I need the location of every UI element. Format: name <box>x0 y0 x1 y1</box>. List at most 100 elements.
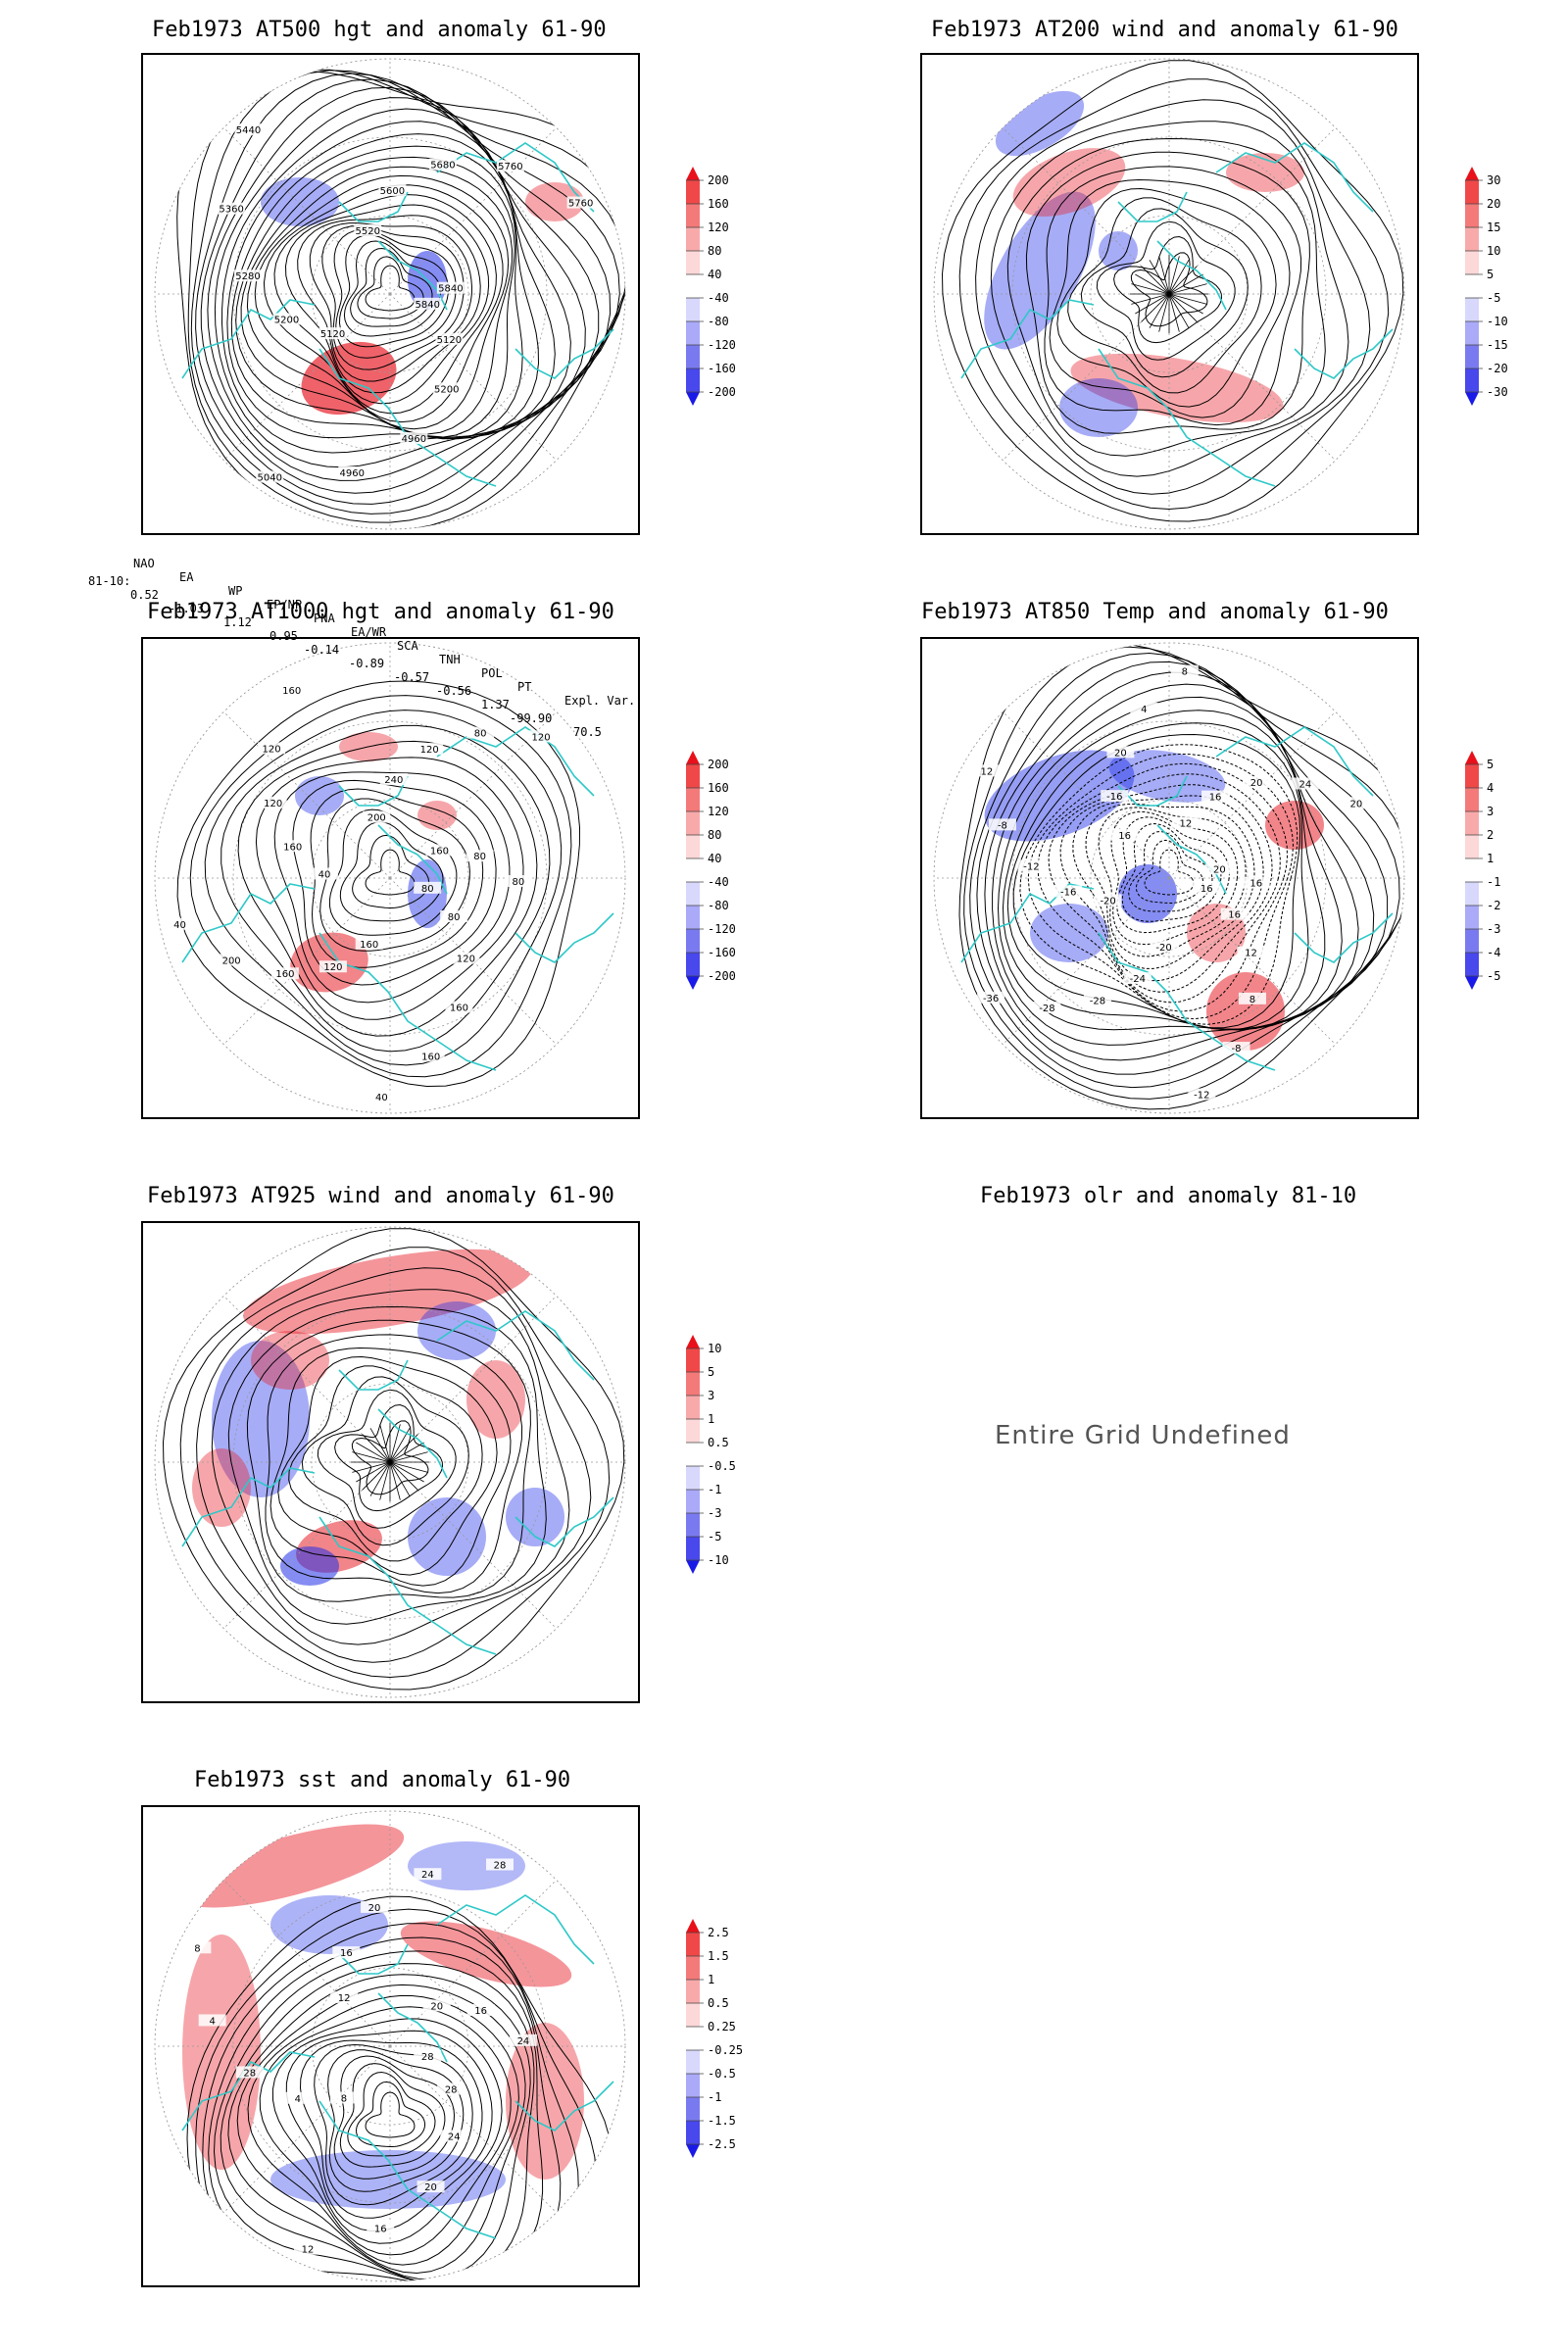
contour-label: -8 <box>1232 1044 1242 1054</box>
colorbar-sst-arrow-bottom <box>686 2144 700 2158</box>
contour-label-bg <box>332 1946 361 1959</box>
colorbar-500-segment <box>686 227 700 251</box>
contour-label-bg <box>1242 876 1270 889</box>
streamline-spoke <box>352 1451 391 1463</box>
contour-label-bg <box>183 1941 212 1954</box>
contour-line <box>190 70 625 514</box>
contour-line <box>1037 762 1289 1012</box>
colorbar-200-tick-label: 5 <box>1487 268 1494 281</box>
colorbar-200-segment <box>1465 204 1479 227</box>
colorbar-925-tick-label: 10 <box>708 1342 721 1355</box>
streamline-spoke <box>389 1442 424 1463</box>
streamline-spoke <box>389 1434 418 1463</box>
anomaly-blob <box>408 1497 486 1576</box>
colorbar-1000-tick-label: -80 <box>708 899 729 912</box>
contour-line <box>254 174 510 430</box>
streamline-spoke <box>1168 293 1207 305</box>
contour-label: 20 <box>1114 748 1127 759</box>
panel-title-500: Feb1973 AT500 hgt and anomaly 61-90 <box>152 18 607 42</box>
colorbar-500-segment <box>686 251 700 274</box>
contour-line <box>365 2091 416 2138</box>
colorbar-925-segment <box>686 1513 700 1537</box>
coastline <box>338 1359 409 1391</box>
colorbar-sst-segment <box>686 2074 700 2097</box>
colorbar-sst-tick-label: -1 <box>708 2090 721 2104</box>
contour-label: 20 <box>1350 799 1363 809</box>
contour-line <box>1006 722 1309 1031</box>
contour-line <box>255 757 524 1020</box>
anomaly-blob <box>243 1249 533 1335</box>
contour-label-bg <box>318 327 347 340</box>
contour-label: 8 <box>341 2093 347 2104</box>
contour-label-bg <box>283 2091 312 2104</box>
streamline <box>196 1267 592 1663</box>
streamline <box>334 1403 444 1512</box>
contour-line <box>350 247 433 327</box>
contour-label-bg <box>1171 816 1200 829</box>
contour-label-bg <box>330 1991 359 2004</box>
streamline <box>975 99 1371 495</box>
colorbar-1000-segment <box>686 906 700 929</box>
olr-undefined-message: Entire Grid Undefined <box>995 1421 1291 1450</box>
contour-line <box>963 646 1404 1100</box>
colorbar-200-segment <box>1465 274 1479 298</box>
panel-title-sst: Feb1973 sst and anomaly 61-90 <box>194 1768 571 1792</box>
streamline-spoke <box>1168 273 1203 295</box>
streamline-spoke <box>389 1461 428 1473</box>
map-svg-850: 16 16 12 8 -8 -12 -20 -24 -28 -28 -36 -20 -16 -12 -8 12… <box>933 642 1405 1114</box>
colorbar-925-tick-label: 5 <box>708 1365 714 1379</box>
contour-line <box>292 779 497 986</box>
index-value-tnh: -0.56 <box>436 684 472 698</box>
colorbar-sst-segment <box>686 2003 700 2027</box>
contour-line <box>176 70 625 529</box>
anomaly-blob <box>270 1895 388 1954</box>
streamline-spoke <box>356 1461 391 1483</box>
streamline-spoke <box>1168 283 1207 295</box>
coastline <box>1098 348 1276 487</box>
contour-line <box>1144 849 1195 896</box>
contour-line <box>263 184 504 423</box>
coastline <box>377 824 448 895</box>
colorbar-sst-segment <box>686 1980 700 2003</box>
colorbar-850-tick-label: -1 <box>1487 875 1500 889</box>
streamline <box>270 1347 512 1587</box>
colorbar-850-segment <box>1465 906 1479 929</box>
streamline-spoke <box>1168 293 1180 332</box>
colorbar-500-tick-label: -40 <box>708 291 729 305</box>
index-header-nao: NAO <box>133 557 155 570</box>
contour-label-bg <box>445 1001 473 1013</box>
contour-label: -20 <box>1100 896 1115 906</box>
colorbar-500-tick-label: 40 <box>708 268 721 281</box>
colorbar-500-tick-label: 160 <box>708 197 729 211</box>
colorbar-200-segment <box>1465 368 1479 392</box>
contour-label-bg <box>440 910 468 923</box>
colorbar-1000-tick-label: 80 <box>708 828 721 842</box>
contour-label: 5040 <box>257 473 281 484</box>
contour-label: 5200 <box>434 384 459 395</box>
anomaly-blob <box>212 1341 310 1497</box>
map-boundary <box>154 642 626 1114</box>
anomaly-blob <box>301 341 397 416</box>
coastline <box>1215 142 1374 213</box>
coastline <box>514 2081 614 2132</box>
map-panel-850: 16 16 12 8 -8 -12 -20 -24 -28 -28 -36 -20 -16 -12 -8 12… <box>920 637 1419 1119</box>
colorbar-925-tick-label: -5 <box>708 1530 721 1544</box>
contour-line <box>339 2063 446 2168</box>
contour-label-bg <box>1238 992 1266 1004</box>
colorbar-sst-tick-label: -2.5 <box>708 2137 736 2151</box>
streamline-spoke <box>389 1461 418 1491</box>
contour-line <box>365 849 416 896</box>
contour-label-bg <box>1094 894 1122 906</box>
meridian-gridline <box>223 293 391 461</box>
contour-label: -28 <box>1090 996 1105 1006</box>
contour-line <box>352 834 430 908</box>
streamline <box>1049 178 1291 418</box>
streamline <box>227 1305 547 1625</box>
contour-label-bg <box>1237 946 1265 958</box>
map-svg-925 <box>154 1226 626 1698</box>
anomaly-blob <box>984 191 1096 350</box>
index-header-pna: PNA <box>314 612 335 625</box>
colorbar-200-tick-label: 30 <box>1487 173 1500 187</box>
streamline-spoke <box>1168 293 1198 322</box>
contour-line <box>208 1936 562 2281</box>
